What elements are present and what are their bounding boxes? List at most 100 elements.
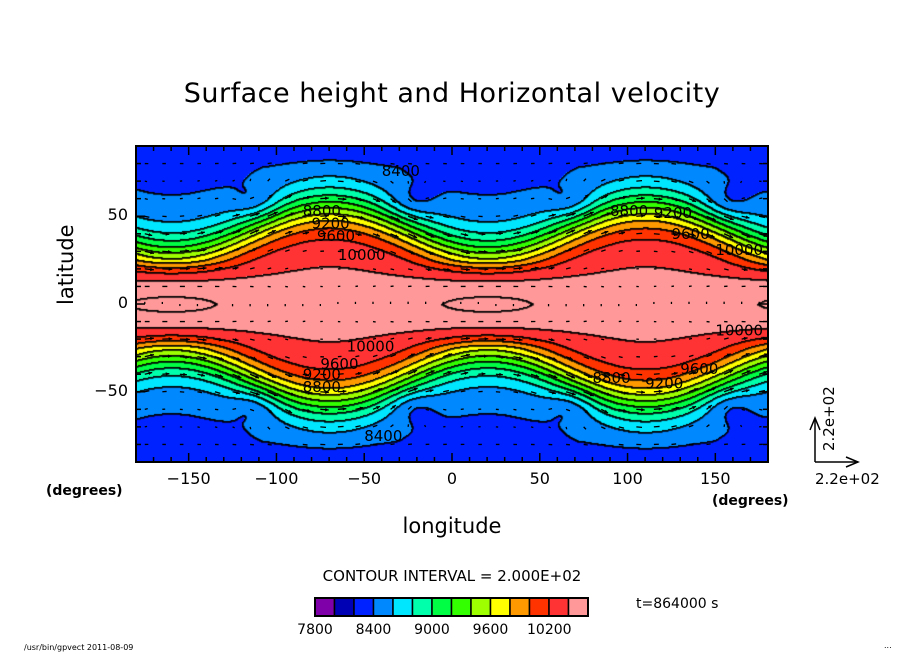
velocity-vector [741, 197, 746, 200]
velocity-vector [249, 408, 255, 412]
velocity-vector [267, 426, 271, 430]
colorbar-swatch [450, 597, 472, 617]
velocity-vector-arrowhead [746, 234, 751, 238]
contour-fill-field [136, 146, 768, 462]
velocity-vector-arrowhead [621, 373, 625, 377]
footer-ellipsis: ... [884, 641, 892, 650]
velocity-vector-arrowhead [622, 195, 627, 200]
velocity-vector [302, 162, 308, 165]
velocity-vector-arrowhead [550, 337, 555, 342]
velocity-vector-arrowhead [481, 372, 486, 376]
velocity-vector [565, 196, 571, 200]
velocity-vector [723, 198, 728, 203]
velocity-vector-arrowhead [466, 250, 470, 255]
velocity-vector-arrowhead [252, 248, 257, 252]
velocity-vector [583, 178, 587, 182]
velocity-vector-arrowhead [183, 372, 187, 377]
velocity-vector-arrowhead [745, 215, 750, 219]
velocity-vector [548, 426, 551, 429]
chart-title: Surface height and Horizontal velocity [183, 78, 721, 109]
velocity-vector-arrowhead [255, 212, 260, 217]
velocity-vector [548, 407, 553, 410]
contour-label: 9600 [317, 227, 355, 245]
velocity-vector [583, 443, 588, 446]
velocity-vector [425, 408, 430, 411]
velocity-vector-arrowhead [501, 249, 506, 253]
velocity-vector-arrowhead [410, 251, 415, 255]
velocity-vector-arrowhead [743, 267, 748, 272]
velocity-vector-arrowhead [391, 405, 396, 409]
velocity-vector-arrowhead [342, 389, 347, 394]
velocity-vector-arrowhead [183, 231, 187, 236]
velocity-vector-arrowhead [202, 266, 207, 271]
velocity-vector [267, 267, 272, 270]
velocity-vector-arrowhead [710, 370, 715, 374]
velocity-vector [618, 426, 625, 429]
velocity-vector [443, 389, 450, 393]
velocity-vector [706, 250, 713, 255]
velocity-vector [723, 268, 729, 271]
velocity-vector-arrowhead [394, 370, 399, 374]
velocity-vector [267, 356, 274, 360]
velocity-vector [688, 354, 694, 358]
velocity-vector-arrowhead [673, 232, 678, 237]
velocity-vector-arrowhead [729, 216, 734, 221]
velocity-vector [214, 179, 218, 182]
velocity-vector-arrowhead [150, 353, 154, 358]
velocity-vector [390, 250, 397, 255]
velocity-vector-arrowhead [606, 212, 611, 216]
footer-program-date: /usr/bin/gpvect 2011-08-09 [24, 643, 134, 652]
y-tick-label: 0 [117, 293, 128, 312]
velocity-vector [372, 250, 378, 254]
contour-label: 8800 [610, 202, 648, 220]
velocity-vector [372, 268, 377, 271]
velocity-vector-arrowhead [427, 267, 432, 272]
velocity-vector [355, 355, 360, 358]
y-axis-units: (degrees) [46, 483, 123, 499]
velocity-vector-arrowhead [571, 375, 576, 379]
y-tick-label: −50 [94, 380, 128, 400]
velocity-vector-arrowhead [305, 373, 309, 377]
velocity-vector [565, 178, 568, 182]
velocity-vector [530, 426, 534, 429]
velocity-vector [285, 162, 290, 165]
velocity-vector-arrowhead [466, 336, 470, 341]
velocity-vector [407, 405, 412, 410]
velocity-vector-arrowhead [288, 230, 293, 235]
velocity-vector [565, 338, 571, 341]
contour-label: 9200 [654, 204, 692, 222]
velocity-vector-arrowhead [604, 195, 609, 199]
y-tick-label: 50 [107, 205, 128, 225]
velocity-vector [355, 425, 361, 428]
velocity-vector-arrowhead [675, 198, 680, 202]
velocity-vector-arrowhead [604, 373, 609, 378]
velocity-vector-arrowhead [219, 230, 224, 234]
velocity-vector-arrowhead [359, 198, 364, 202]
reference-vector-x-arrowhead [845, 456, 860, 468]
velocity-vector-arrowhead [446, 336, 451, 341]
velocity-vector-arrowhead [534, 266, 539, 270]
velocity-vector-arrowhead [236, 247, 241, 252]
x-tick-label: 0 [446, 469, 458, 488]
velocity-vector-arrowhead [200, 231, 205, 235]
velocity-vector-arrowhead [712, 217, 717, 221]
velocity-vector [671, 355, 676, 358]
velocity-vector [302, 443, 308, 446]
velocity-vector [144, 408, 148, 410]
velocity-vector-arrowhead [623, 391, 628, 395]
velocity-vector [530, 179, 534, 182]
x-tick-label: −100 [254, 469, 299, 488]
velocity-vector [530, 214, 537, 217]
velocity-vector [671, 180, 677, 183]
colorbar-swatch [431, 597, 453, 617]
velocity-vector-arrowhead [641, 196, 645, 201]
velocity-vector-arrowhead [745, 251, 750, 255]
velocity-vector [601, 249, 606, 252]
velocity-vector-arrowhead [234, 266, 239, 271]
velocity-vector-arrowhead [378, 216, 383, 220]
velocity-vector-arrowhead [290, 392, 295, 396]
velocity-vector-arrowhead [551, 213, 556, 217]
velocity-vector [583, 248, 590, 252]
velocity-vector-arrowhead [288, 373, 293, 378]
colorbar-swatch [489, 597, 511, 617]
